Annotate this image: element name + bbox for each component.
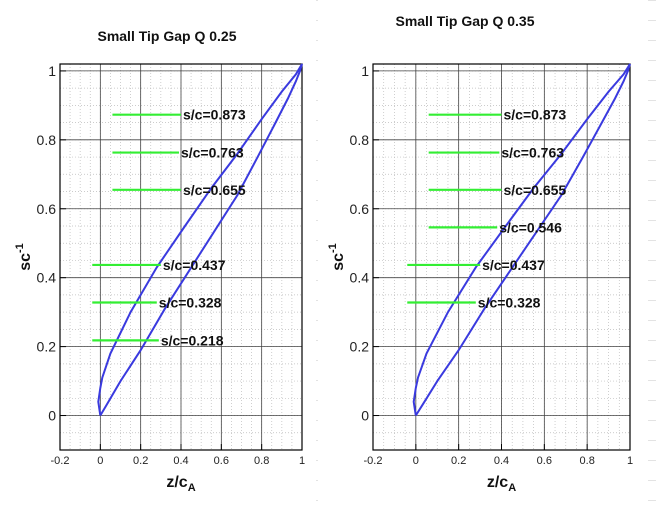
chart-right: Small Tip Gap Q 0.35 -0.2 0 0.2 0.4 0.6 0.8 1 0 0… <box>327 13 633 494</box>
slice-label: s/c=0.655 <box>504 182 567 198</box>
slice-label: s/c=0.763 <box>501 145 564 161</box>
y-axis-label-group: sc-1 <box>327 243 347 271</box>
slice-label: s/c=0.873 <box>504 107 567 123</box>
slice-label: s/c=0.328 <box>478 294 541 310</box>
x-tick-label: 0 <box>413 455 419 467</box>
chart-title: Small Tip Gap Q 0.25 <box>97 28 236 44</box>
y-axis-label-superscript: -1 <box>327 243 339 253</box>
x-tick-label: 0 <box>97 455 103 467</box>
y-tick-label: 0.6 <box>37 201 57 217</box>
y-axis-label-group: sc-1 <box>14 243 34 271</box>
slice-label: s/c=0.437 <box>163 257 226 273</box>
x-axis-label: z/cA <box>487 474 516 494</box>
chart-title: Small Tip Gap Q 0.35 <box>395 13 534 29</box>
y-tick-label: 0.2 <box>350 339 370 355</box>
y-tick-label: 1 <box>361 63 369 79</box>
y-axis-label: sc-1 <box>14 243 34 271</box>
y-axis-label-superscript: -1 <box>14 243 26 253</box>
y-tick-label: 0.8 <box>37 132 57 148</box>
x-axis-label-subscript: A <box>508 482 516 494</box>
x-tick-label: 0.2 <box>451 455 466 467</box>
x-tick-label: 0.6 <box>537 455 552 467</box>
x-tick-label: 0.6 <box>214 455 229 467</box>
slice-label: s/c=0.546 <box>499 219 562 235</box>
x-tick-label: 1 <box>299 455 305 467</box>
x-tick-label: 0.4 <box>494 455 509 467</box>
x-tick-label: -0.2 <box>364 455 383 467</box>
x-axis-label-subscript: A <box>188 482 196 494</box>
x-tick-label: 0.8 <box>580 455 595 467</box>
chart-panel-left: Small Tip Gap Q 0.25 -0.2 0 0.2 0.4 0.6 0.8 1 0 0… <box>0 0 316 513</box>
y-tick-label: 0 <box>361 408 369 424</box>
y-axis-label: sc-1 <box>327 243 347 271</box>
slice-label: s/c=0.873 <box>183 107 246 123</box>
chart-left: Small Tip Gap Q 0.25 -0.2 0 0.2 0.4 0.6 0.8 1 0 0… <box>14 28 305 494</box>
y-tick-label: 0.6 <box>350 201 370 217</box>
y-tick-label: 1 <box>48 63 56 79</box>
y-tick-label: 0.2 <box>37 339 57 355</box>
x-tick-label: -0.2 <box>51 455 70 467</box>
x-tick-label: 0.8 <box>254 455 269 467</box>
slice-label: s/c=0.763 <box>181 145 244 161</box>
slice-label: s/c=0.655 <box>183 182 246 198</box>
slice-label: s/c=0.437 <box>482 257 545 273</box>
chart-panel-right: Small Tip Gap Q 0.35 -0.2 0 0.2 0.4 0.6 0.8 1 0 0… <box>318 0 648 513</box>
x-axis-label: z/cA <box>166 474 195 494</box>
x-tick-label: 1 <box>627 455 633 467</box>
y-tick-label: 0.4 <box>350 270 370 286</box>
slice-label: s/c=0.218 <box>161 332 224 348</box>
y-tick-label: 0 <box>48 408 56 424</box>
y-tick-label: 0.8 <box>350 132 370 148</box>
slice-label: s/c=0.328 <box>159 294 222 310</box>
blade-profile-line <box>412 63 631 417</box>
x-tick-label: 0.2 <box>133 455 148 467</box>
x-tick-label: 0.4 <box>173 455 188 467</box>
y-tick-label: 0.4 <box>37 270 57 286</box>
